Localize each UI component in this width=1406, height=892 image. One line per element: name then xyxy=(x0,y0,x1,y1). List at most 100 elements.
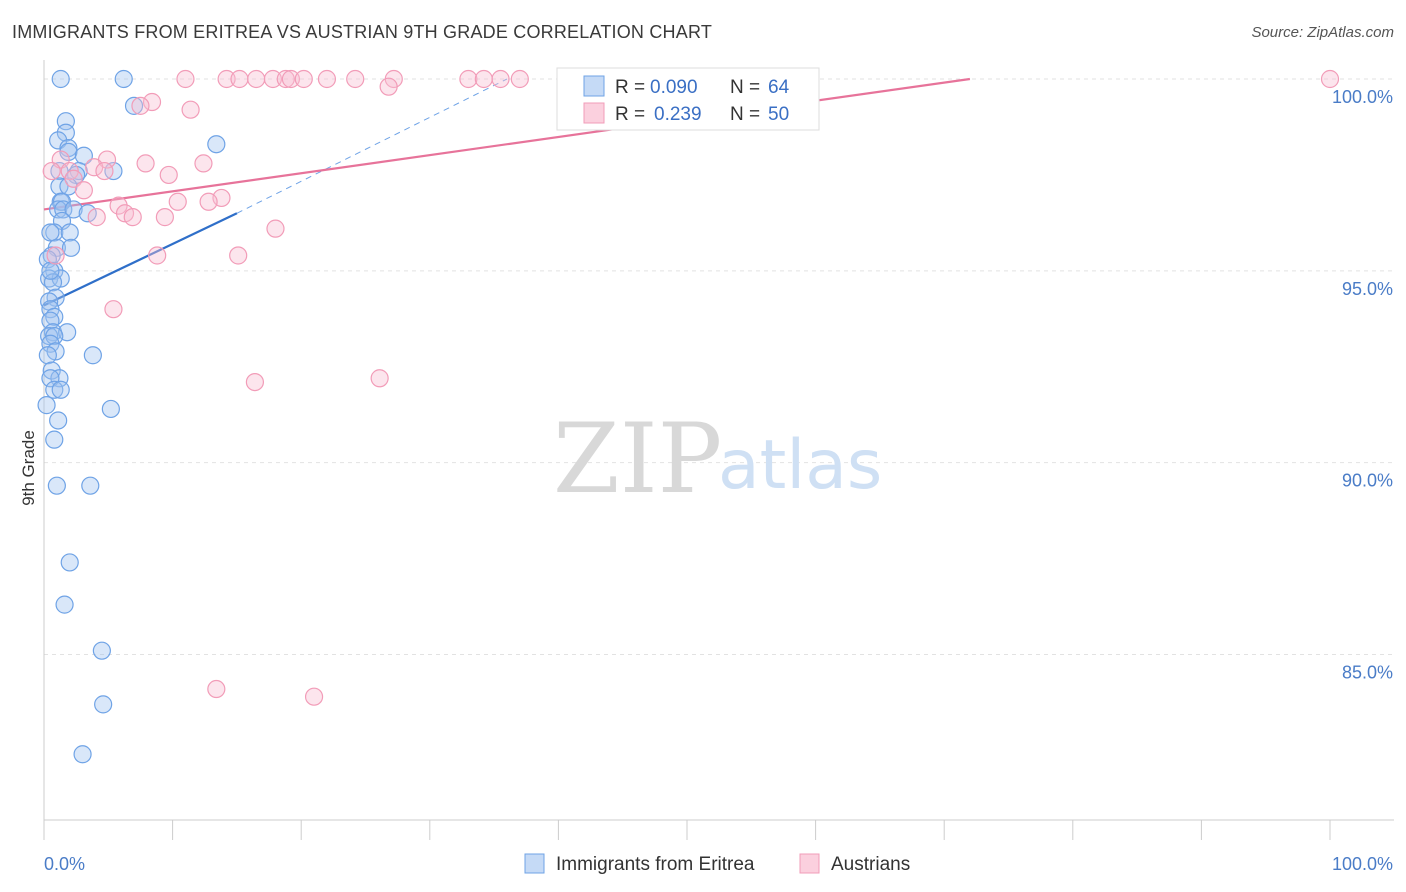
point-eritrea xyxy=(41,369,60,388)
watermark-atlas: atlas xyxy=(718,426,882,505)
legend-swatch-austrians xyxy=(583,102,605,124)
point-austrians xyxy=(181,100,200,119)
point-austrians xyxy=(74,181,93,200)
point-austrians xyxy=(194,154,213,173)
point-austrians xyxy=(317,69,337,89)
point-austrians xyxy=(142,92,162,112)
point-austrians xyxy=(123,208,142,227)
y-axis-label: 9th Grade xyxy=(19,430,38,506)
point-eritrea xyxy=(45,380,64,399)
point-eritrea xyxy=(41,223,60,242)
point-eritrea xyxy=(45,223,64,242)
bottom-legend-swatch-austrians xyxy=(799,853,820,874)
trend-line-eritrea-extension xyxy=(236,78,508,214)
point-eritrea xyxy=(124,96,144,115)
point-eritrea xyxy=(81,476,100,495)
bottom-legend-label-austrians: Austrians xyxy=(831,854,910,875)
point-austrians xyxy=(230,69,249,89)
point-austrians xyxy=(346,69,365,89)
point-eritrea xyxy=(45,430,64,449)
top-legend: R = 0.090 N = 64 R = 0.239 N = 50 xyxy=(556,67,820,131)
point-austrians xyxy=(136,154,155,173)
point-austrians xyxy=(199,192,218,211)
point-eritrea xyxy=(49,200,68,219)
point-austrians xyxy=(42,161,61,181)
point-eritrea xyxy=(61,238,81,257)
point-eritrea xyxy=(64,200,83,219)
axes xyxy=(43,60,1394,840)
point-austrians xyxy=(510,69,529,89)
point-eritrea xyxy=(49,131,68,150)
point-eritrea xyxy=(51,380,70,399)
point-austrians xyxy=(217,69,236,89)
point-eritrea xyxy=(47,476,66,495)
y-tick-label: 85.0% xyxy=(1342,663,1393,683)
point-austrians xyxy=(159,165,178,185)
point-eritrea xyxy=(43,273,63,292)
bottom-legend: Immigrants from Eritrea Austrians xyxy=(524,853,910,875)
point-eritrea xyxy=(40,326,59,346)
tick-labels: 100.0% 95.0% 90.0% 85.0% 0.0% 100.0% xyxy=(44,87,1393,874)
legend-r-value-eritrea: 0.090 xyxy=(650,77,698,98)
point-austrians xyxy=(1320,69,1340,89)
point-austrians xyxy=(229,246,248,265)
x-tick-label: 100.0% xyxy=(1332,854,1393,874)
point-austrians xyxy=(263,69,283,89)
legend-r-label-2: R = xyxy=(615,104,645,125)
point-austrians xyxy=(148,246,167,265)
point-austrians xyxy=(176,69,195,89)
point-eritrea xyxy=(60,223,79,242)
point-austrians xyxy=(131,96,150,115)
x-tick-label: 0.0% xyxy=(44,854,85,874)
point-austrians xyxy=(46,246,65,265)
point-eritrea xyxy=(83,346,102,365)
legend-r-value-austrians: 0.239 xyxy=(654,104,702,125)
legend-swatch-eritrea xyxy=(583,75,605,97)
chart-title: IMMIGRANTS FROM ERITREA VS AUSTRIAN 9TH … xyxy=(12,22,713,42)
point-eritrea xyxy=(73,745,92,764)
point-austrians xyxy=(85,158,104,177)
point-austrians xyxy=(276,69,295,89)
trend-line-eritrea xyxy=(43,212,238,307)
point-eritrea xyxy=(42,361,61,380)
point-eritrea xyxy=(94,695,113,714)
grid-lines xyxy=(44,78,1394,655)
legend-r-label-1: R = xyxy=(615,77,645,98)
y-tick-label: 100.0% xyxy=(1332,87,1393,107)
point-eritrea xyxy=(55,595,74,614)
point-eritrea xyxy=(60,553,79,572)
legend-n-label-2: N = xyxy=(730,104,760,125)
point-austrians xyxy=(104,300,123,319)
point-eritrea xyxy=(41,311,60,330)
point-austrians xyxy=(459,69,478,89)
legend-n-value-austrians: 50 xyxy=(768,104,789,125)
point-eritrea xyxy=(51,69,70,89)
point-austrians xyxy=(266,219,285,238)
point-austrians xyxy=(245,372,265,392)
point-austrians xyxy=(155,208,174,227)
point-austrians xyxy=(474,69,493,89)
watermark: ZIP atlas xyxy=(553,403,882,515)
point-austrians xyxy=(304,687,324,706)
point-eritrea xyxy=(41,261,60,280)
y-tick-label: 90.0% xyxy=(1342,471,1393,491)
point-eritrea xyxy=(207,135,226,154)
point-eritrea xyxy=(56,123,75,142)
point-austrians xyxy=(64,169,83,188)
point-eritrea xyxy=(101,399,120,419)
point-eritrea xyxy=(38,346,57,365)
legend-n-label-1: N = xyxy=(730,77,760,98)
point-austrians xyxy=(207,679,226,699)
point-austrians xyxy=(294,69,313,89)
trend-line-austrians xyxy=(43,77,971,211)
point-eritrea xyxy=(92,641,111,660)
point-austrians xyxy=(95,161,114,181)
point-eritrea xyxy=(78,204,97,223)
bottom-legend-swatch-eritrea xyxy=(524,853,545,874)
watermark-zip: ZIP xyxy=(553,403,722,515)
point-austrians xyxy=(168,192,187,211)
point-eritrea xyxy=(37,396,56,415)
point-austrians xyxy=(281,69,301,89)
point-eritrea xyxy=(114,69,133,89)
